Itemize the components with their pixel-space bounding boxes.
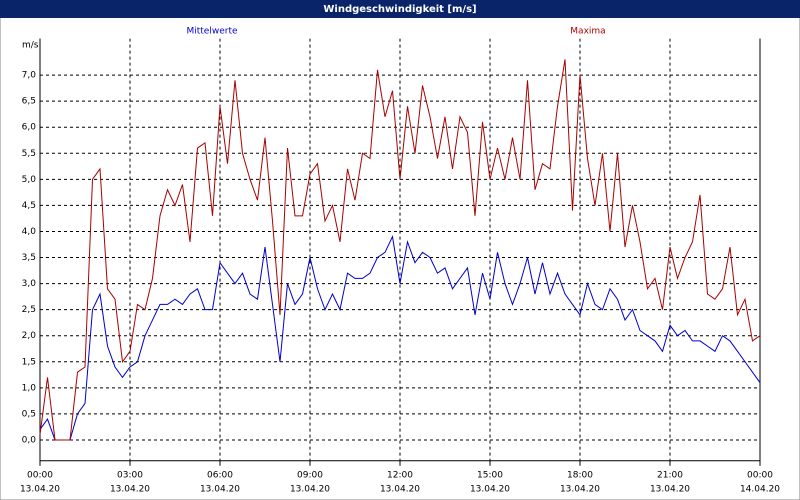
x-tick-label: 03:00 [117, 470, 143, 480]
y-tick-label: 4,5 [22, 201, 36, 211]
x-tick-label: 13.04.20 [380, 484, 420, 494]
x-tick-label: 09:00 [297, 470, 323, 480]
chart-title: Windgeschwindigkeit [m/s] [323, 4, 476, 15]
y-tick-label: 0,0 [22, 435, 37, 445]
x-tick-label: 15:00 [477, 470, 503, 480]
x-tick-label: 21:00 [657, 470, 683, 480]
y-tick-label: 4,0 [22, 227, 37, 237]
y-tick-label: 6,5 [22, 97, 36, 107]
x-tick-label: 00:00 [747, 470, 773, 480]
x-tick-label: 13.04.20 [470, 484, 510, 494]
y-tick-label: 2,5 [22, 305, 36, 315]
y-tick-label: 1,5 [22, 357, 36, 367]
x-tick-label: 13.04.20 [560, 484, 600, 494]
x-tick-label: 13.04.20 [20, 484, 60, 494]
legend-label: Mittelwerte [186, 27, 237, 37]
y-axis-label: m/s [22, 41, 39, 51]
x-tick-label: 13.04.20 [200, 484, 240, 494]
y-tick-label: 3,5 [22, 253, 36, 263]
series-line [39, 59, 761, 441]
x-tick-label: 13.04.20 [110, 484, 150, 494]
x-tick-label: 13.04.20 [290, 484, 330, 494]
y-tick-label: 7,0 [22, 71, 37, 81]
y-tick-label: 1,0 [22, 383, 37, 393]
x-tick-label: 06:00 [207, 470, 233, 480]
x-tick-label: 12:00 [387, 470, 413, 480]
x-tick-label: 13.04.20 [650, 484, 690, 494]
y-tick-label: 6,0 [22, 123, 37, 133]
y-tick-label: 5,0 [22, 175, 37, 185]
legend-label: Maxima [570, 27, 605, 37]
x-tick-label: 14.04.20 [740, 484, 780, 494]
y-tick-label: 2,0 [22, 331, 37, 341]
series-line [39, 235, 761, 441]
y-tick-label: 5,5 [22, 149, 36, 159]
x-tick-label: 00:00 [27, 470, 53, 480]
y-tick-label: 3,0 [22, 279, 37, 289]
y-tick-label: 0,5 [22, 409, 36, 419]
x-tick-label: 18:00 [567, 470, 593, 480]
title-bar [0, 0, 800, 18]
